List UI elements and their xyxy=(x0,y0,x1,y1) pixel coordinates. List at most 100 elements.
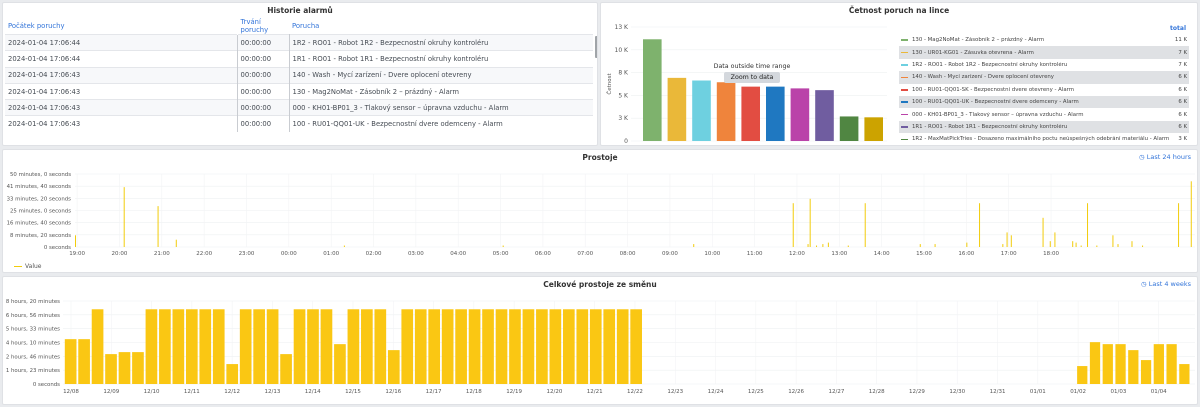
shift-bar[interactable] xyxy=(253,309,265,384)
table-row[interactable]: 2024-01-04 17:06:44 00:00:00 1R2 - RO01 - … xyxy=(5,34,593,51)
shift-bar[interactable] xyxy=(132,352,144,384)
shift-bar[interactable] xyxy=(509,309,521,384)
shift-bar[interactable] xyxy=(401,309,414,384)
legend-item[interactable]: 100 - RU01-QQ01-UK - Bezpecnostní dvere … xyxy=(899,95,1189,109)
shift-bar[interactable] xyxy=(105,354,117,384)
downtime-bar[interactable] xyxy=(1042,217,1044,247)
shift-bar[interactable] xyxy=(334,344,346,384)
legend-header[interactable]: total xyxy=(1170,25,1186,32)
legend-item[interactable]: 140 - Wash - Mycí zarízení - Dvere oploc… xyxy=(899,71,1189,84)
downtime-bar[interactable] xyxy=(1117,244,1119,247)
bar-3[interactable] xyxy=(716,82,736,141)
downtime-bar[interactable] xyxy=(847,245,849,247)
column-header-duration[interactable]: Trvání poruchy xyxy=(240,18,269,34)
shift-bar[interactable] xyxy=(536,309,548,384)
downtime-bar[interactable] xyxy=(809,198,811,247)
shift-bar[interactable] xyxy=(441,309,454,384)
shift-bar[interactable] xyxy=(468,309,481,384)
shift-bar[interactable] xyxy=(589,309,602,384)
downtime-bar[interactable] xyxy=(1096,245,1098,247)
legend-item[interactable]: 100 - RU01-QQ01-SK - Bezpecnostní dvere … xyxy=(899,83,1189,96)
shift-bar[interactable] xyxy=(482,309,494,384)
downtime-bar[interactable] xyxy=(807,244,809,247)
shift-bar[interactable] xyxy=(266,309,279,384)
shift-bar[interactable] xyxy=(387,350,400,384)
shift-bar[interactable] xyxy=(361,309,373,384)
zoom-to-data-button[interactable]: Zoom to data xyxy=(723,72,781,83)
bar-4[interactable] xyxy=(741,86,760,141)
shift-bar[interactable] xyxy=(307,309,319,384)
downtime-bar[interactable] xyxy=(1178,203,1180,247)
bar-5[interactable] xyxy=(766,86,785,141)
downtime-bar[interactable] xyxy=(1075,242,1077,247)
downtime-bar[interactable] xyxy=(1080,245,1082,247)
column-header-start[interactable]: Počátek poruchy xyxy=(5,18,238,35)
shift-bar[interactable] xyxy=(64,339,77,384)
bar-6[interactable] xyxy=(790,88,810,141)
shift-bar[interactable] xyxy=(549,309,562,384)
shift-bar[interactable] xyxy=(78,339,90,384)
series-legend[interactable]: Value xyxy=(14,263,41,270)
downtime-bar[interactable] xyxy=(827,242,829,247)
downtime-bar[interactable] xyxy=(966,242,968,247)
shift-bar[interactable] xyxy=(118,352,131,384)
downtime-bar[interactable] xyxy=(1006,232,1008,247)
shift-bar[interactable] xyxy=(522,309,535,384)
shift-bar[interactable] xyxy=(185,309,198,384)
shift-bar[interactable] xyxy=(495,309,508,384)
shift-bar[interactable] xyxy=(199,309,212,384)
legend-item[interactable]: 1R2 - MaxMatPickTries - Dosazeno maximál… xyxy=(899,133,1189,145)
bar-1[interactable] xyxy=(667,77,687,141)
downtime-bar[interactable] xyxy=(919,244,921,247)
shift-bar[interactable] xyxy=(428,309,441,384)
downtime-bar[interactable] xyxy=(822,244,824,247)
downtime-bar[interactable] xyxy=(1142,245,1144,247)
time-range-picker[interactable]: ◷ Last 24 hours xyxy=(1139,153,1191,161)
column-header-fault[interactable]: Porucha xyxy=(292,22,320,30)
shift-bar[interactable] xyxy=(212,309,225,384)
downtime-bar[interactable] xyxy=(792,203,794,247)
table-row[interactable]: 2024-01-04 17:06:44 00:00:00 1R1 - RO01 - … xyxy=(5,50,593,68)
shift-bar[interactable] xyxy=(239,309,252,384)
downtime-bar[interactable] xyxy=(157,206,159,247)
shift-bar[interactable] xyxy=(630,309,642,384)
downtime-bar[interactable] xyxy=(934,244,936,247)
shift-bar[interactable] xyxy=(1140,360,1152,384)
bar-9[interactable] xyxy=(864,117,883,141)
bar-2[interactable] xyxy=(692,80,711,141)
shift-bar[interactable] xyxy=(91,309,104,384)
downtime-bar[interactable] xyxy=(1072,241,1074,247)
shift-bar[interactable] xyxy=(280,354,292,384)
shift-bar[interactable] xyxy=(1089,342,1101,384)
shift-bar[interactable] xyxy=(455,309,467,384)
shift-bar[interactable] xyxy=(1102,344,1113,384)
downtime-bar[interactable] xyxy=(1010,235,1012,247)
legend-item[interactable]: 000 - KH01-BP01_3 - Tlakový sensor – úpr… xyxy=(899,108,1189,121)
shift-bar[interactable] xyxy=(1153,344,1164,384)
shift-bar[interactable] xyxy=(159,309,171,384)
shift-bar[interactable] xyxy=(603,309,616,384)
shift-bar[interactable] xyxy=(576,309,589,384)
downtime-bar[interactable] xyxy=(123,187,125,247)
downtime-bar[interactable] xyxy=(343,245,345,247)
shift-bar[interactable] xyxy=(1077,366,1088,384)
shift-bar[interactable] xyxy=(562,309,575,384)
shift-bar[interactable] xyxy=(145,309,158,384)
downtime-bar[interactable] xyxy=(502,245,504,247)
shift-bar[interactable] xyxy=(374,309,387,384)
table-row[interactable]: 2024-01-04 17:06:43 00:00:00 100 - RU01-QQ… xyxy=(5,115,593,133)
shift-bar[interactable] xyxy=(320,309,333,384)
shift-bar[interactable] xyxy=(414,309,427,384)
downtime-bar[interactable] xyxy=(1112,235,1114,247)
downtime-bar[interactable] xyxy=(693,244,695,247)
downtime-bar[interactable] xyxy=(979,203,981,247)
table-row[interactable]: 2024-01-04 17:06:43 00:00:00 000 - KH01-BP… xyxy=(5,99,593,116)
shift-bar[interactable] xyxy=(1166,344,1177,384)
bar-8[interactable] xyxy=(839,116,859,141)
shift-bar[interactable] xyxy=(347,309,360,384)
downtime-bar[interactable] xyxy=(75,235,76,247)
downtime-bar[interactable] xyxy=(175,239,177,247)
bar-7[interactable] xyxy=(815,90,834,141)
table-scrollbar[interactable] xyxy=(595,36,597,58)
shift-bar[interactable] xyxy=(616,309,629,384)
